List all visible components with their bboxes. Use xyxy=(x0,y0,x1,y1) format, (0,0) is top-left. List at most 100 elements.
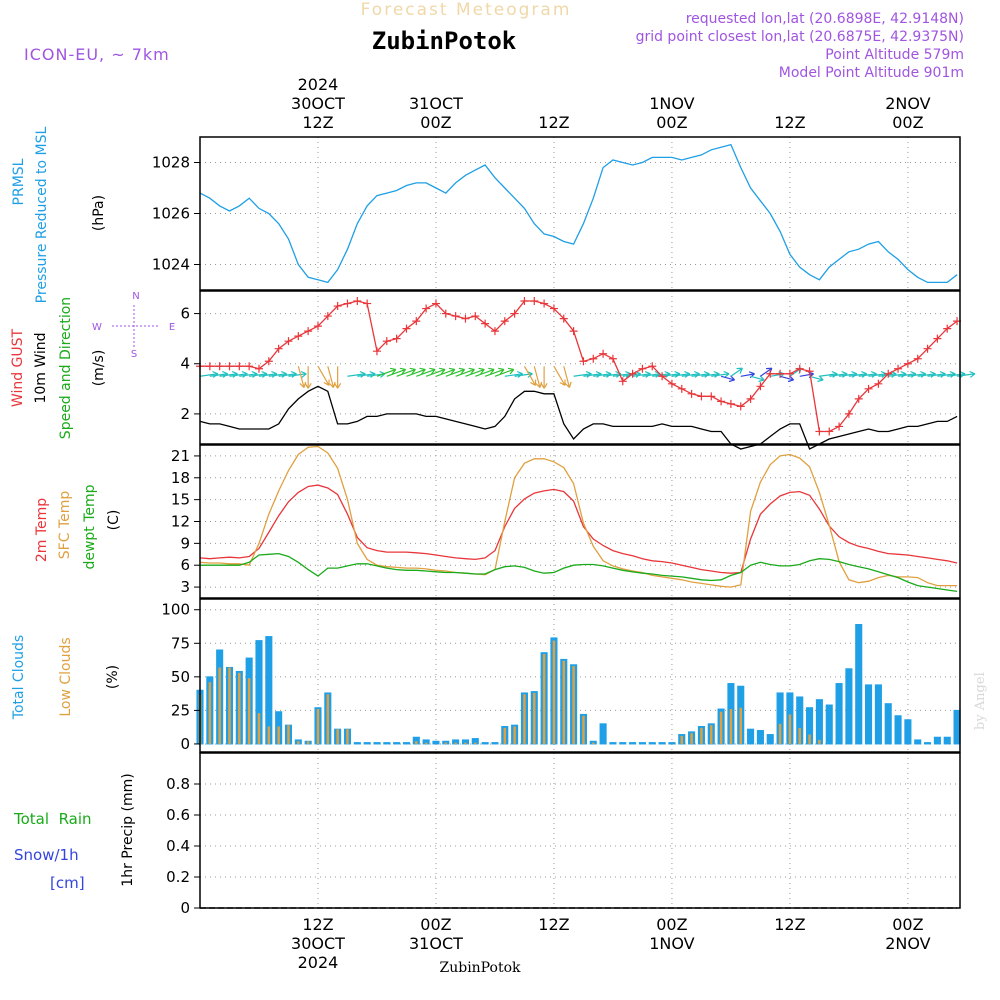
total-cloud-bar xyxy=(776,692,784,745)
wind-arrow xyxy=(779,375,794,381)
precip-panel: 0 0.2 0.4 0.6 0.8 1hr Precip (mm) Total Rain… xyxy=(13,752,961,917)
gust-marker xyxy=(490,327,499,336)
y-tick-label: 0 xyxy=(180,899,190,917)
wind-arrow-head xyxy=(507,367,515,375)
wind-arrow-head xyxy=(748,371,755,379)
total-cloud-bar xyxy=(815,699,823,745)
wind-label-10m: 10m Wind xyxy=(33,332,49,403)
total-cloud-bar xyxy=(865,684,873,745)
wind-arrow xyxy=(730,367,743,377)
pressure-line xyxy=(199,143,958,284)
wind-arrow xyxy=(612,373,631,377)
low-cloud-bar xyxy=(238,672,241,744)
pressure-label-unit: (hPa) xyxy=(91,195,107,231)
low-cloud-bar xyxy=(415,741,418,744)
wind-arrow xyxy=(593,373,612,377)
y-tick-label: 0 xyxy=(180,735,190,753)
total-cloud-bar xyxy=(914,739,922,745)
watermark: by Angel xyxy=(973,672,988,730)
wind-arrow xyxy=(357,373,376,377)
y-tick-label: 6 xyxy=(180,556,190,574)
precip-label-rain: Total Rain xyxy=(13,810,92,828)
low-cloud-bar xyxy=(228,667,231,744)
time-label: 12Z xyxy=(302,915,333,934)
wind-arrow-head xyxy=(419,367,426,375)
wind-arrow xyxy=(406,368,426,377)
y-tick-label: 6 xyxy=(180,305,190,323)
wind-arrow-head xyxy=(429,367,436,375)
dewpt-line xyxy=(200,552,958,593)
wind-arrow xyxy=(297,366,305,388)
wind-arrow xyxy=(239,373,258,377)
wind-arrow xyxy=(445,368,465,377)
gust-marker xyxy=(756,382,765,391)
time-label: 30OCT xyxy=(291,934,345,953)
time-label: 31OCT xyxy=(409,934,463,953)
wind-arrow xyxy=(819,373,838,377)
wind-arrow-head xyxy=(468,367,475,375)
clouds-label-total: Total Clouds xyxy=(11,635,27,720)
gust-marker xyxy=(638,364,647,373)
y-tick-label: 1026 xyxy=(152,205,190,223)
model-label: ICON-EU, ~ 7km xyxy=(24,45,170,64)
compass-w: W xyxy=(92,322,102,333)
gust-marker xyxy=(766,369,775,378)
total-cloud-bar xyxy=(855,624,863,745)
gust-marker xyxy=(304,327,313,336)
low-cloud-bar xyxy=(297,741,300,744)
wind-panel: 2 4 6 Wind GUST 10m Wind Speed and Directi… xyxy=(10,290,976,450)
wind-arrow-head xyxy=(334,382,342,389)
low-cloud-bar xyxy=(690,733,693,744)
wind-arrow xyxy=(809,375,824,381)
total-cloud-bar xyxy=(393,742,401,745)
pressure-marks xyxy=(199,143,958,284)
wind-arrow xyxy=(455,368,475,377)
wind-arrow xyxy=(494,368,514,377)
wind-arrow xyxy=(209,373,228,377)
y-tick-label: 12 xyxy=(171,513,190,531)
low-cloud-bar xyxy=(424,742,428,744)
wind-arrow xyxy=(888,373,907,377)
temp-label-sfc: SFC Temp xyxy=(57,491,73,560)
temp-label-dewpt: dewpt Temp xyxy=(82,484,98,569)
time-label: 12Z xyxy=(774,915,805,934)
total-cloud-bar xyxy=(353,742,361,745)
y-tick-label: 75 xyxy=(171,634,190,652)
wind-arrow xyxy=(484,368,505,377)
clouds-panel: 0 25 50 75 100 Total Clouds Low Clouds (%) xyxy=(11,598,961,753)
gust-marker xyxy=(481,319,490,328)
gust-marker xyxy=(726,399,735,408)
wind-arrow-head xyxy=(488,367,495,375)
wind-arrow xyxy=(573,373,592,377)
gust-marker xyxy=(530,297,539,306)
y-tick-label: 0.4 xyxy=(166,837,190,855)
gust-marker xyxy=(520,297,529,306)
wind-label-speed-dir: Speed and Direction xyxy=(58,297,74,439)
total-cloud-bar xyxy=(648,742,656,745)
point-altitude: Point Altitude 579m xyxy=(825,47,964,63)
low-cloud-bar xyxy=(572,666,575,744)
gust-marker xyxy=(323,312,332,321)
wind-arrow xyxy=(740,373,755,377)
panel-frame xyxy=(199,598,961,753)
wind-arrow-head xyxy=(300,370,307,378)
precip-grid xyxy=(200,753,960,909)
total-cloud-bar xyxy=(255,640,263,745)
wind-arrow xyxy=(288,373,307,377)
wind-arrow-head xyxy=(969,370,976,378)
gust-marker xyxy=(264,357,273,366)
time-label: 00Z xyxy=(656,915,687,934)
t2m-line xyxy=(199,484,958,574)
low-cloud-bar xyxy=(218,667,221,744)
wind-arrow xyxy=(947,373,966,377)
wind-arrow xyxy=(691,373,710,377)
wind-arrow xyxy=(917,373,936,377)
y-tick-label: 25 xyxy=(171,701,190,719)
wind-arrow xyxy=(701,373,720,377)
y-tick-label: 21 xyxy=(171,447,190,465)
time-label: 00Z xyxy=(892,915,923,934)
total-cloud-bar xyxy=(638,742,646,745)
gust-marker xyxy=(903,359,912,368)
y-tick-label: 4 xyxy=(180,355,190,373)
